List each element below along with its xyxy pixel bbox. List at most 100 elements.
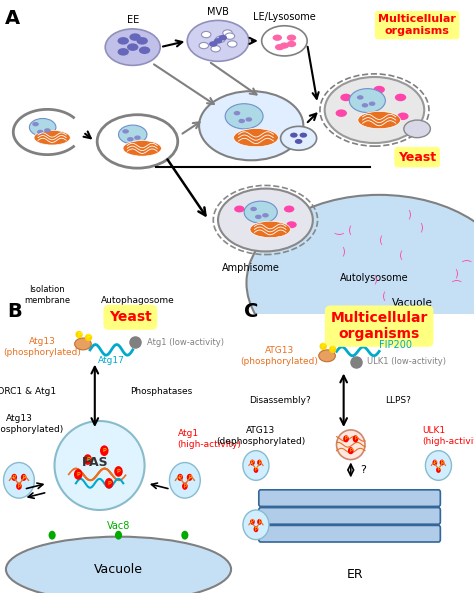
Circle shape bbox=[349, 88, 385, 113]
Text: P: P bbox=[255, 527, 257, 532]
Ellipse shape bbox=[34, 130, 70, 145]
Circle shape bbox=[254, 467, 258, 473]
Circle shape bbox=[246, 117, 252, 122]
Circle shape bbox=[436, 467, 441, 473]
Text: Atg1 (low-activity): Atg1 (low-activity) bbox=[147, 338, 224, 347]
Circle shape bbox=[182, 483, 188, 490]
Ellipse shape bbox=[3, 463, 34, 498]
Text: Vacuole: Vacuole bbox=[392, 298, 433, 308]
Circle shape bbox=[295, 139, 302, 144]
Circle shape bbox=[357, 95, 364, 100]
Text: ULK1 (low-activity): ULK1 (low-activity) bbox=[367, 357, 447, 366]
Text: ): ) bbox=[399, 248, 402, 258]
Circle shape bbox=[181, 531, 189, 540]
Ellipse shape bbox=[55, 421, 145, 510]
Text: Amphisome: Amphisome bbox=[222, 263, 280, 273]
Text: Multicellular
organisms: Multicellular organisms bbox=[378, 14, 456, 36]
Circle shape bbox=[340, 94, 352, 101]
Circle shape bbox=[199, 91, 303, 160]
Circle shape bbox=[118, 37, 129, 44]
Text: Autophagosome: Autophagosome bbox=[100, 296, 174, 305]
Text: ): ) bbox=[419, 222, 423, 232]
Text: EE: EE bbox=[127, 15, 139, 25]
Text: ): ) bbox=[333, 231, 343, 234]
Circle shape bbox=[238, 119, 245, 123]
Text: Atg1
(high-activity): Atg1 (high-activity) bbox=[178, 429, 242, 448]
Circle shape bbox=[290, 133, 298, 138]
Circle shape bbox=[254, 527, 258, 533]
Circle shape bbox=[100, 445, 109, 456]
Circle shape bbox=[32, 122, 39, 126]
Circle shape bbox=[11, 474, 17, 481]
Text: P: P bbox=[117, 469, 120, 474]
Text: ): ) bbox=[341, 246, 345, 256]
Ellipse shape bbox=[243, 451, 269, 480]
Text: LE/Lysosome: LE/Lysosome bbox=[253, 12, 316, 22]
Ellipse shape bbox=[250, 221, 291, 238]
FancyBboxPatch shape bbox=[259, 508, 440, 524]
Circle shape bbox=[225, 33, 235, 39]
Circle shape bbox=[115, 531, 122, 540]
Text: FIP200: FIP200 bbox=[379, 340, 412, 350]
Text: ): ) bbox=[461, 258, 472, 262]
Circle shape bbox=[300, 133, 307, 138]
Circle shape bbox=[343, 435, 349, 442]
Circle shape bbox=[262, 25, 307, 56]
FancyBboxPatch shape bbox=[259, 490, 440, 506]
Circle shape bbox=[216, 36, 225, 43]
Circle shape bbox=[250, 207, 257, 211]
Text: ULK1
(high-activity): ULK1 (high-activity) bbox=[422, 426, 474, 445]
Circle shape bbox=[83, 454, 92, 465]
Text: P: P bbox=[86, 334, 91, 340]
Circle shape bbox=[127, 137, 134, 142]
Circle shape bbox=[139, 46, 150, 54]
Circle shape bbox=[432, 460, 437, 466]
Text: P: P bbox=[86, 457, 90, 462]
Text: P: P bbox=[22, 475, 25, 480]
Text: P: P bbox=[258, 519, 261, 524]
Circle shape bbox=[255, 215, 262, 219]
Ellipse shape bbox=[123, 141, 161, 156]
Text: P: P bbox=[183, 484, 186, 489]
Circle shape bbox=[137, 37, 148, 44]
Text: Atg17: Atg17 bbox=[98, 356, 125, 365]
Text: P: P bbox=[251, 519, 254, 524]
Circle shape bbox=[29, 119, 56, 136]
Circle shape bbox=[218, 189, 313, 251]
Text: P: P bbox=[107, 481, 111, 486]
Circle shape bbox=[325, 77, 424, 143]
Text: P: P bbox=[331, 346, 335, 352]
Text: P: P bbox=[437, 467, 440, 473]
Text: Autolysosome: Autolysosome bbox=[340, 273, 409, 283]
Text: Yeast: Yeast bbox=[109, 310, 152, 324]
Text: A: A bbox=[5, 9, 20, 28]
Circle shape bbox=[122, 129, 129, 133]
Circle shape bbox=[287, 34, 296, 41]
Text: P: P bbox=[354, 436, 357, 441]
Circle shape bbox=[16, 483, 22, 490]
Circle shape bbox=[374, 86, 385, 93]
Text: ): ) bbox=[378, 234, 382, 243]
Circle shape bbox=[404, 120, 430, 138]
Circle shape bbox=[395, 94, 406, 101]
Text: Vacuole: Vacuole bbox=[94, 563, 143, 576]
Circle shape bbox=[439, 460, 444, 466]
Circle shape bbox=[118, 125, 147, 144]
Circle shape bbox=[250, 519, 255, 525]
Circle shape bbox=[257, 519, 262, 525]
Circle shape bbox=[280, 43, 289, 49]
Text: P: P bbox=[433, 460, 437, 465]
Text: ER: ER bbox=[347, 568, 364, 581]
Text: B: B bbox=[7, 302, 22, 321]
Circle shape bbox=[209, 41, 218, 47]
Circle shape bbox=[129, 33, 141, 41]
Circle shape bbox=[21, 474, 27, 481]
Circle shape bbox=[97, 114, 178, 168]
Text: P: P bbox=[76, 472, 80, 477]
Circle shape bbox=[127, 43, 138, 51]
Circle shape bbox=[134, 135, 141, 140]
Circle shape bbox=[105, 478, 113, 489]
Text: ): ) bbox=[452, 279, 462, 282]
Circle shape bbox=[225, 104, 263, 129]
Ellipse shape bbox=[74, 338, 91, 350]
